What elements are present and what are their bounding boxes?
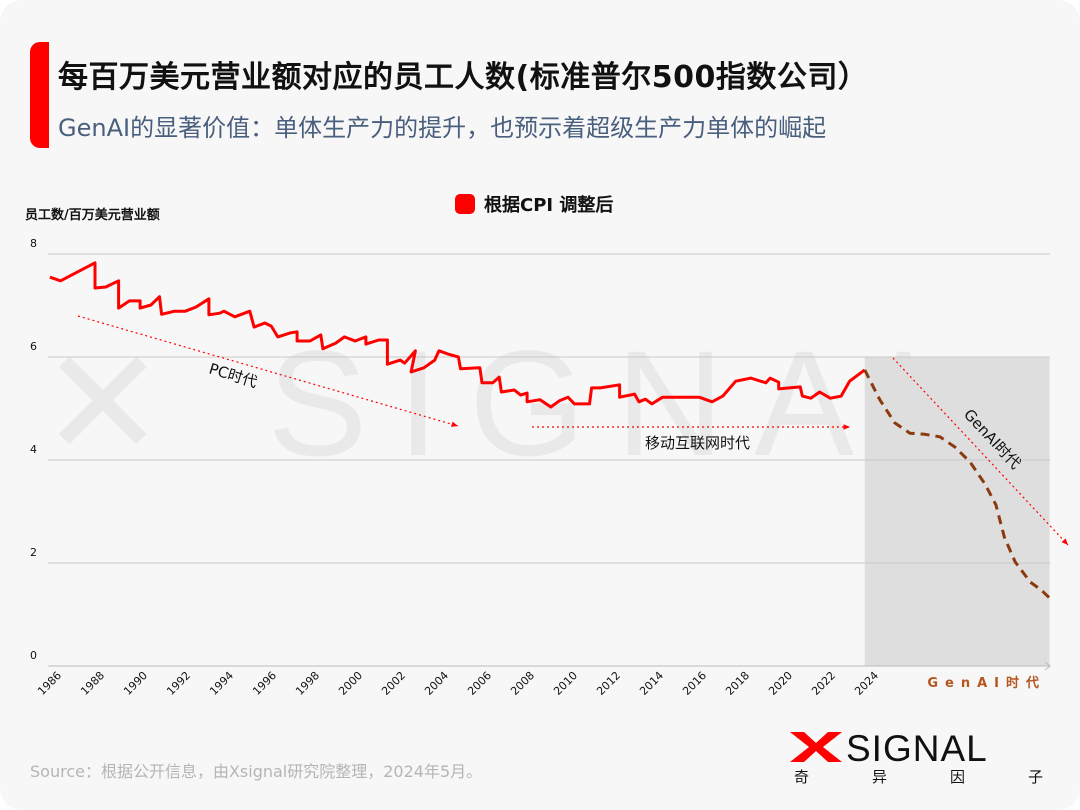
x-tick-label: 2022 <box>809 669 838 698</box>
x-tick-label: 2024 <box>852 669 881 698</box>
y-tick-label: 6 <box>30 340 37 353</box>
x-tick-label: 1988 <box>78 669 107 698</box>
trend-arrow <box>77 315 459 427</box>
x-tick-label: 2002 <box>379 669 408 698</box>
x-tick-label: 2012 <box>594 669 623 698</box>
x-tick-label: 2020 <box>766 669 795 698</box>
x-tick-label: 1992 <box>164 669 193 698</box>
xsignal-watermark: ✕ SIGNAL <box>40 319 998 487</box>
page-title: 每百万美元营业额对应的员工人数(标准普尔500指数公司） <box>58 60 869 95</box>
logo-char: 子 <box>1027 768 1043 786</box>
page-subtitle: GenAI的显著价值：单体生产力的提升，也预示着超级生产力单体的崛起 <box>58 114 827 142</box>
svg-text:✕ SIGNAL: ✕ SIGNAL <box>40 319 998 487</box>
y-tick-label: 8 <box>30 237 37 250</box>
arrowhead-icon <box>843 424 850 430</box>
x-tick-label: 2014 <box>637 669 666 698</box>
x-tick-label: 2016 <box>680 669 709 698</box>
x-tick-label: 2004 <box>422 669 451 698</box>
axis-arrow-icon <box>1044 661 1051 671</box>
genai-shaded-region <box>864 357 1050 666</box>
x-tick-label: 1994 <box>207 669 236 698</box>
x-tick-label: 1996 <box>250 669 279 698</box>
arrowhead-icon <box>451 421 458 427</box>
logo-char: 异 <box>871 768 887 786</box>
x-tick-label: 2008 <box>508 669 537 698</box>
series-line-projection <box>863 369 1051 600</box>
y-tick-label: 2 <box>30 546 37 559</box>
x-tick-label: 2000 <box>336 669 365 698</box>
x-tick-label: 2018 <box>723 669 752 698</box>
legend-label: 根据CPI 调整后 <box>484 194 613 216</box>
logo-char: 奇 <box>794 768 810 786</box>
x-tick-label: 1990 <box>121 669 150 698</box>
x-tick-label: 2010 <box>551 669 580 698</box>
series-line-cpi-adjusted <box>49 261 866 409</box>
source-note: Source：根据公开信息，由Xsignal研究院整理，2024年5月。 <box>30 762 483 781</box>
x-tick-label: 1986 <box>35 669 64 698</box>
title-accent-bar <box>30 42 49 148</box>
era-annotation: 移动互联网时代 <box>645 434 750 452</box>
legend-swatch <box>455 194 475 214</box>
xsignal-logo: SIGNAL 奇 异 因 子 <box>788 730 1053 787</box>
svg-text:SIGNAL: SIGNAL <box>846 730 988 764</box>
y-tick-label: 4 <box>30 443 37 456</box>
x-tick-label: 2006 <box>465 669 494 698</box>
x-tick-label: 1998 <box>293 669 322 698</box>
logo-char: 因 <box>949 768 965 786</box>
x-extra-label: GenAI时代 <box>927 675 1046 691</box>
y-tick-label: 0 <box>30 649 37 662</box>
logo-mark: SIGNAL <box>790 730 988 764</box>
y-axis-label: 员工数/百万美元营业额 <box>25 207 160 223</box>
arrowhead-icon <box>1061 538 1068 545</box>
